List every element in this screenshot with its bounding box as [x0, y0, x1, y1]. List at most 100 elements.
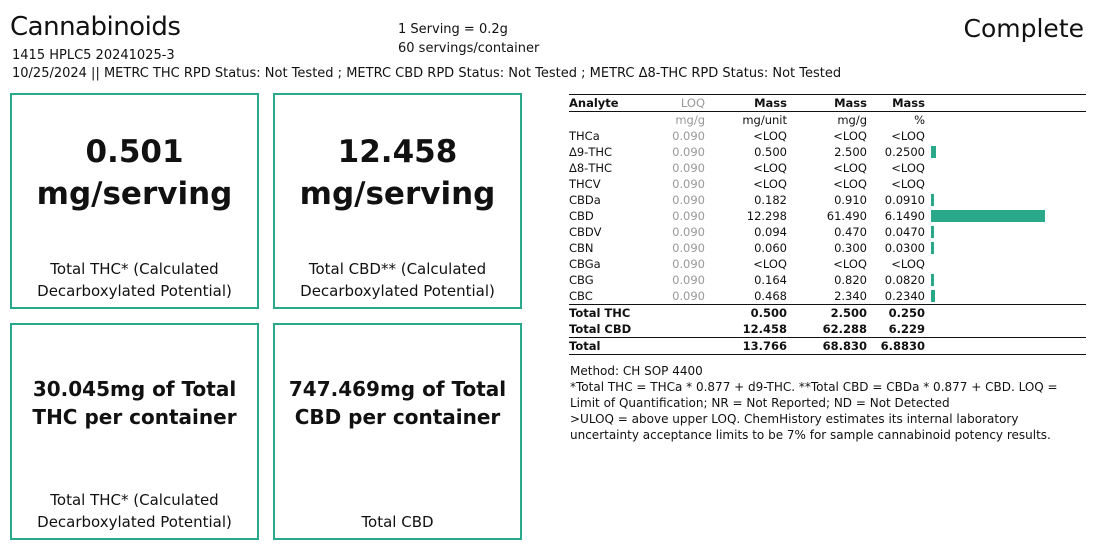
mass-pct-cell: 6.1490 [867, 208, 925, 224]
card-caption-line: Total THC* (Calculated [12, 258, 257, 280]
loq-cell: 0.090 [651, 272, 705, 288]
mass-mg-g-cell: <LOQ [787, 128, 867, 144]
loq-cell: 0.090 [651, 176, 705, 192]
unit-cell: mg/g [787, 112, 867, 129]
total-cell: 62.288 [787, 321, 867, 338]
analyte-cell: CBN [569, 240, 651, 256]
grand-total-cell: 13.766 [705, 338, 787, 355]
mass-mg-g-cell: <LOQ [787, 160, 867, 176]
mass-mg-g-cell: 61.490 [787, 208, 867, 224]
analyte-cell: CBDa [569, 192, 651, 208]
card-value-line: CBD per container [275, 403, 520, 431]
analyte-cell: CBG [569, 272, 651, 288]
mass-mg-unit-cell: <LOQ [705, 256, 787, 272]
total-row: Total THC 0.500 2.500 0.250 [569, 305, 1086, 322]
uloq-note: >ULOQ = above upper LOQ. ChemHistory est… [570, 411, 1090, 443]
unit-cell: mg/g [651, 112, 705, 129]
card-caption-line: Decarboxylated Potential) [275, 280, 520, 302]
loq-cell: 0.090 [651, 192, 705, 208]
bar-cell [925, 160, 1086, 176]
analyte-cell: Δ9-THC [569, 144, 651, 160]
total-cell: 0.250 [867, 305, 925, 322]
analyte-cell: THCV [569, 176, 651, 192]
mass-mg-unit-cell: 0.500 [705, 144, 787, 160]
status-badge: Complete [964, 14, 1084, 43]
total-cell [925, 305, 1086, 322]
column-header: Mass [787, 95, 867, 112]
mass-mg-unit-cell: 0.182 [705, 192, 787, 208]
total-cell [925, 321, 1086, 338]
mass-pct-cell: <LOQ [867, 160, 925, 176]
card-caption-line: Total CBD** (Calculated [275, 258, 520, 280]
pct-bar [931, 242, 934, 254]
mass-mg-g-cell: 0.910 [787, 192, 867, 208]
card-caption: Total THC* (Calculated Decarboxylated Po… [12, 258, 257, 302]
serving-info: 1 Serving = 0.2g 60 servings/container [398, 20, 539, 58]
loq-cell: 0.090 [651, 208, 705, 224]
bar-cell [925, 224, 1086, 240]
table-row: Δ9-THC 0.090 0.500 2.500 0.2500 [569, 144, 1086, 160]
bar-cell [925, 256, 1086, 272]
card-caption-line: Total CBD [275, 511, 520, 533]
mass-mg-g-cell: 2.340 [787, 288, 867, 305]
mass-mg-unit-cell: 0.060 [705, 240, 787, 256]
mass-pct-cell: <LOQ [867, 256, 925, 272]
column-header [925, 95, 1086, 112]
card-value-line: 747.469mg of Total [275, 375, 520, 403]
bar-cell [925, 128, 1086, 144]
bar-cell [925, 192, 1086, 208]
card-caption: Total CBD** (Calculated Decarboxylated P… [275, 258, 520, 302]
unit-cell: % [867, 112, 925, 129]
card-value: 0.501 mg/serving [12, 131, 257, 215]
total-cell: 6.229 [867, 321, 925, 338]
card-value-number: 0.501 [12, 131, 257, 173]
mass-mg-unit-cell: <LOQ [705, 160, 787, 176]
unit-cell [569, 112, 651, 129]
card-caption-line: Decarboxylated Potential) [12, 511, 257, 533]
mass-mg-g-cell: 2.500 [787, 144, 867, 160]
total-cell: Total THC [569, 305, 651, 322]
table-row: CBN 0.090 0.060 0.300 0.0300 [569, 240, 1086, 256]
loq-cell: 0.090 [651, 288, 705, 305]
mass-pct-cell: 0.0300 [867, 240, 925, 256]
bar-cell [925, 144, 1086, 160]
pct-bar [931, 226, 934, 238]
grand-total-cell: Total [569, 338, 651, 355]
table-row: THCa 0.090 <LOQ <LOQ <LOQ [569, 128, 1086, 144]
card-thc-per-serving: 0.501 mg/serving Total THC* (Calculated … [10, 93, 259, 309]
total-cell: Total CBD [569, 321, 651, 338]
card-value-line: THC per container [12, 403, 257, 431]
mass-pct-cell: <LOQ [867, 176, 925, 192]
column-header: LOQ [651, 95, 705, 112]
card-value-number: 12.458 [275, 131, 520, 173]
analyte-cell: Δ8-THC [569, 160, 651, 176]
column-header: Analyte [569, 95, 651, 112]
bar-cell [925, 208, 1086, 224]
mass-pct-cell: 0.0470 [867, 224, 925, 240]
mass-pct-cell: 0.2500 [867, 144, 925, 160]
grand-total-cell [651, 338, 705, 355]
bar-cell [925, 288, 1086, 305]
card-caption-line: Decarboxylated Potential) [12, 280, 257, 302]
table-row: CBDV 0.090 0.094 0.470 0.0470 [569, 224, 1086, 240]
grand-total-cell [925, 338, 1086, 355]
loq-cell: 0.090 [651, 128, 705, 144]
table-row: CBGa 0.090 <LOQ <LOQ <LOQ [569, 256, 1086, 272]
column-header: Mass [867, 95, 925, 112]
mass-pct-cell: 0.2340 [867, 288, 925, 305]
table-row: Δ8-THC 0.090 <LOQ <LOQ <LOQ [569, 160, 1086, 176]
servings-per-container: 60 servings/container [398, 39, 539, 58]
mass-pct-cell: 0.0910 [867, 192, 925, 208]
card-value-unit: mg/serving [275, 173, 520, 215]
table-units-row: mg/g mg/unit mg/g % [569, 112, 1086, 129]
mass-mg-g-cell: 0.820 [787, 272, 867, 288]
card-value: 747.469mg of Total CBD per container [275, 375, 520, 431]
analyte-cell: CBDV [569, 224, 651, 240]
card-value: 12.458 mg/serving [275, 131, 520, 215]
mass-pct-cell: <LOQ [867, 128, 925, 144]
notes: Method: CH SOP 4400 *Total THC = THCa * … [570, 363, 1090, 443]
total-cell: 2.500 [787, 305, 867, 322]
mass-pct-cell: 0.0820 [867, 272, 925, 288]
pct-bar [931, 210, 1045, 222]
formula-note: *Total THC = THCa * 0.877 + d9-THC. **To… [570, 379, 1090, 411]
